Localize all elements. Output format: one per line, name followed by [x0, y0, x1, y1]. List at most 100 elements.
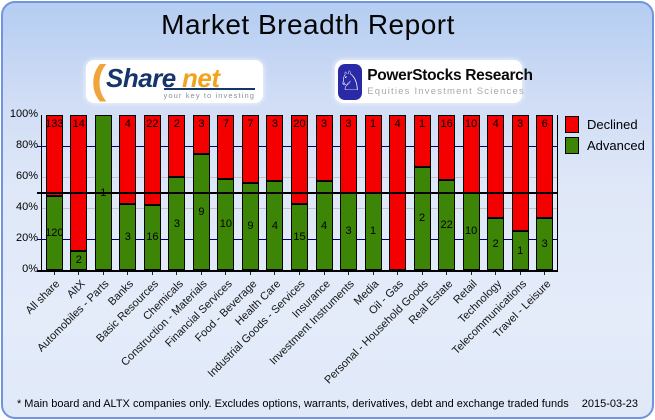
x-axis-tick [127, 272, 129, 275]
declined-value-label: 1 [370, 118, 377, 130]
legend-advanced-label: Advanced [587, 138, 645, 153]
powerstocks-logo: ♘ PowerStocks Research Equities Investme… [335, 60, 533, 103]
y-axis-label: 40% [15, 201, 38, 213]
x-axis-tick [200, 272, 202, 275]
declined-value-label: 10 [465, 118, 478, 130]
bar-declined-segment: 4 [487, 115, 505, 219]
declined-value-label: 1 [419, 118, 426, 130]
advanced-value-label: 10 [219, 218, 233, 231]
advanced-value-label: 4 [271, 219, 279, 232]
bar-Investment Instruments: 33 [340, 115, 358, 270]
x-axis-tick [348, 272, 350, 275]
bar-Financial Services: 7 10 [217, 115, 235, 270]
powerstocks-subtitle: Equities Investment Sciences [367, 85, 525, 97]
advanced-value-label: 3 [345, 225, 352, 238]
declined-value-label: 16 [440, 118, 453, 130]
x-axis-tick [495, 272, 497, 275]
bar-declined-segment: 3 [511, 115, 529, 232]
advanced-value-label: 3 [124, 230, 131, 243]
bar-declined-segment: 7 [241, 115, 259, 183]
advanced-value-label: 3 [541, 238, 548, 251]
declined-value-label: 14 [72, 118, 85, 130]
x-axis-tick [470, 272, 472, 275]
x-axis-tick [78, 272, 80, 275]
legend-advanced-swatch [565, 137, 579, 154]
bar-declined-segment: 22 [143, 115, 161, 205]
bar-declined-segment: 3 [266, 115, 284, 182]
legend-item-advanced: Advanced [565, 137, 645, 154]
bar-advanced-segment: 3 [340, 192, 358, 270]
bar-advanced-segment: 2 [413, 166, 431, 270]
bar-declined-segment: 3 [315, 115, 333, 182]
bar-declined-segment: 7 [217, 115, 235, 179]
bar-advanced-segment: 2 [487, 218, 505, 270]
declined-value-label: 7 [247, 118, 254, 130]
y-axis-label: 60% [15, 170, 38, 182]
bar-Real Estate: 16 22 [438, 115, 456, 270]
bar-declined-segment: 3 [340, 115, 358, 193]
bar-declined-segment: 1 [364, 115, 382, 193]
declined-value-label: 3 [517, 118, 524, 130]
declined-value-label: 3 [198, 118, 205, 130]
bar-advanced-segment: 1 [511, 231, 529, 270]
advanced-value-label: 1 [370, 225, 377, 238]
bar-Health Care: 34 [266, 115, 284, 270]
bar-advanced-segment: 9 [192, 153, 210, 270]
declined-value-label: 4 [394, 118, 401, 130]
report-date: 2015-03-23 [581, 398, 639, 410]
advanced-value-label: 4 [320, 219, 328, 232]
declined-value-label: 133 [45, 118, 64, 130]
bar-Food - Beverage: 79 [241, 115, 259, 270]
bar-Construction - Materials: 39 [192, 115, 210, 270]
x-axis-tick [397, 272, 399, 275]
declined-value-label: 6 [541, 118, 548, 130]
declined-value-label: 3 [271, 118, 279, 130]
bar-advanced-segment: 22 [438, 180, 456, 270]
bar-advanced-segment: 10 [217, 178, 235, 270]
bar-advanced-segment: 1 [364, 192, 382, 270]
bar-advanced-segment: 15 [291, 203, 308, 270]
advanced-value-label: 2 [419, 212, 426, 225]
bar-All share: 133 120 [45, 115, 64, 270]
x-axis-label: All share [24, 278, 63, 317]
y-axis-label: 20% [15, 232, 38, 244]
bar-Industrial Goods - Services: 20 15 [291, 115, 308, 270]
bar-advanced-segment: 2 [70, 250, 88, 270]
y-axis-label: 80% [15, 139, 38, 151]
x-axis-tick [299, 272, 300, 275]
x-axis-tick [323, 272, 325, 275]
sharenet-tagline: your key to investing [163, 88, 255, 100]
declined-value-label: 4 [492, 118, 499, 130]
sharenet-swoosh-icon: ( [91, 58, 107, 102]
declined-value-label: 3 [345, 118, 352, 130]
x-axis-tick [225, 272, 227, 275]
declined-value-label: 4 [124, 118, 131, 130]
x-axis-tick [421, 272, 423, 275]
bar-declined-segment: 2 [168, 115, 186, 177]
declined-value-label: 22 [146, 118, 159, 130]
advanced-value-label: 120 [45, 227, 64, 240]
bar-advanced-segment: 9 [241, 182, 259, 270]
reference-line-50 [37, 191, 557, 194]
x-axis-tick [519, 272, 521, 275]
y-axis-label: 100% [9, 108, 38, 120]
declined-value-label: 7 [222, 118, 229, 130]
declined-value-label: 2 [173, 118, 180, 130]
bar-declined-segment: 1 [413, 115, 431, 167]
x-axis-tick [274, 272, 276, 275]
advanced-value-label: 9 [198, 205, 205, 218]
bar-advanced-segment: 3 [119, 203, 137, 270]
bar-declined-segment: 16 [438, 115, 456, 181]
bar-advanced-segment: 3 [168, 177, 186, 270]
x-axis-tick [53, 272, 55, 275]
bar-declined-segment: 4 [119, 115, 137, 204]
footnote-text: * Main board and ALTX companies only. Ex… [16, 398, 569, 410]
bar-advanced-segment: 10 [462, 192, 480, 270]
declined-value-label: 3 [320, 118, 328, 130]
knight-chess-icon: ♘ [338, 63, 363, 100]
bar-declined-segment: 14 [70, 115, 88, 251]
